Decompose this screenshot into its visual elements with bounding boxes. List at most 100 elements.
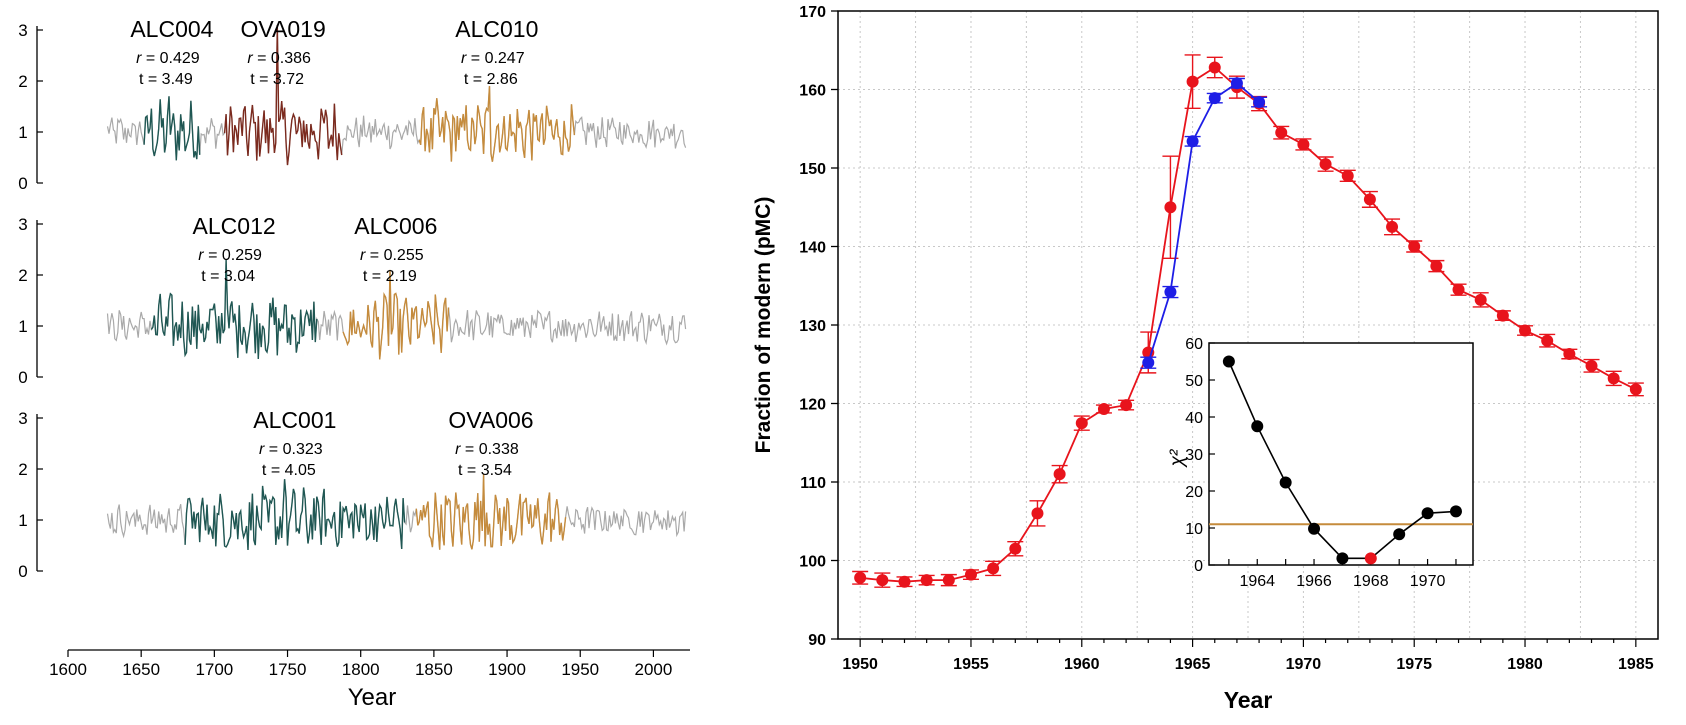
left-x-tick-label: 1800 xyxy=(342,660,380,679)
inset-data-point xyxy=(1308,522,1321,535)
inset-x-tick-label: 1970 xyxy=(1410,573,1446,590)
r-value-label: r = 0.247 xyxy=(461,50,525,67)
left-row-3: 0 1 2 3 ALC001 r = 0.323 t = 4.05 OVA006 r = 0.3… xyxy=(18,407,687,581)
data-point xyxy=(987,562,1000,575)
data-point xyxy=(1585,359,1598,372)
left-y-tick-label: 0 xyxy=(18,174,27,193)
inset-data-point xyxy=(1279,476,1292,489)
series-name-label: OVA006 xyxy=(448,407,533,433)
left-y-tick-label: 0 xyxy=(18,368,27,387)
right-y-tick-label: 90 xyxy=(808,632,826,649)
data-point xyxy=(1408,240,1421,253)
left-x-tick-label: 1600 xyxy=(49,660,87,679)
right-y-tick-label: 140 xyxy=(799,240,826,257)
right-y-axis-label: Fraction of modern (pMC) xyxy=(752,197,775,454)
inset-y-tick-label: 10 xyxy=(1185,521,1203,538)
inset-y-axis-label: χ² xyxy=(1167,449,1188,468)
inset-y-tick-label: 50 xyxy=(1185,373,1203,390)
inset-x-tick-label: 1968 xyxy=(1353,573,1389,590)
right-y-tick-label: 100 xyxy=(799,554,826,571)
series-line-alc006 xyxy=(342,269,450,360)
r-value-label: r = 0.429 xyxy=(136,50,200,67)
left-y-tick-label: 3 xyxy=(18,215,27,234)
inset-frame xyxy=(1208,342,1474,566)
data-point xyxy=(1496,309,1509,322)
series-name-label: ALC012 xyxy=(193,213,276,239)
data-point xyxy=(1363,193,1376,206)
left-x-tick-label: 1950 xyxy=(561,660,599,679)
left-y-tick-label: 2 xyxy=(18,266,27,285)
data-point xyxy=(1075,417,1088,430)
data-point xyxy=(1341,169,1354,182)
data-point xyxy=(898,575,911,588)
series-blue xyxy=(1140,77,1268,369)
data-point xyxy=(1629,383,1642,396)
inset-data-point xyxy=(1222,355,1235,368)
right-x-axis: 1950 1955 1960 1965 1970 1975 1980 1985 xyxy=(842,639,1654,673)
right-x-axis-label: Year xyxy=(1224,687,1273,713)
data-point xyxy=(1519,324,1532,337)
data-point xyxy=(1452,283,1465,296)
data-point xyxy=(854,571,867,584)
series-line-alc001 xyxy=(184,479,406,551)
inset-y-tick-label: 20 xyxy=(1185,484,1203,501)
left-x-tick-label: 1900 xyxy=(488,660,526,679)
left-y-tick-label: 0 xyxy=(18,562,27,581)
series-line-alc004 xyxy=(143,96,201,161)
data-point xyxy=(1474,293,1487,306)
data-point xyxy=(1230,77,1243,90)
right-x-tick-label: 1975 xyxy=(1396,656,1432,673)
right-y-tick-label: 150 xyxy=(799,161,826,178)
data-point xyxy=(1186,135,1199,148)
inset-data-point xyxy=(1393,528,1406,541)
data-point xyxy=(1275,126,1288,139)
right-y-tick-label: 170 xyxy=(799,4,826,21)
left-row-1: 0 1 2 3 ALC004 r = 0.429 t = 3.49 OVA019 r = 0.3… xyxy=(18,16,687,193)
right-x-tick-label: 1980 xyxy=(1507,656,1543,673)
inset-data-point xyxy=(1336,552,1349,565)
data-point xyxy=(1386,220,1399,233)
data-point xyxy=(1031,507,1044,520)
data-point xyxy=(1297,138,1310,151)
inset-data-point xyxy=(1251,420,1264,433)
series-line-ova019 xyxy=(223,24,343,166)
inset-y-tick-label: 40 xyxy=(1185,410,1203,427)
t-value-label: t = 3.49 xyxy=(139,71,193,88)
inset-y-tick-label: 30 xyxy=(1185,447,1203,464)
data-point xyxy=(1009,542,1022,555)
data-point xyxy=(1563,348,1576,361)
data-point xyxy=(1319,158,1332,171)
series-line-alc010 xyxy=(418,86,576,162)
right-y-tick-label: 120 xyxy=(799,397,826,414)
series-name-label: ALC006 xyxy=(354,213,437,239)
data-point xyxy=(1164,201,1177,214)
r-value-label: r = 0.386 xyxy=(247,50,311,67)
inset-y-tick-label: 60 xyxy=(1185,336,1203,353)
series-line-ova006 xyxy=(415,474,567,550)
left-x-axis: 1600 1650 1700 1750 1800 1850 1900 1950 2000 Yea… xyxy=(49,649,690,711)
data-point xyxy=(1208,92,1221,105)
data-point xyxy=(1208,61,1221,74)
series-name-label: ALC004 xyxy=(130,16,213,42)
background-series-line xyxy=(106,24,687,166)
left-x-tick-label: 1700 xyxy=(195,660,233,679)
r-value-label: r = 0.338 xyxy=(455,441,519,458)
left-x-tick-label: 1650 xyxy=(122,660,160,679)
r-value-label: r = 0.323 xyxy=(259,441,323,458)
data-point xyxy=(1097,402,1110,415)
data-point xyxy=(1053,468,1066,481)
inset-x-tick-label: 1964 xyxy=(1239,573,1275,590)
inset-chart: 0 10 20 30 40 50 60 1964 1966 1968 1970 χ² xyxy=(1167,336,1474,590)
r-value-label: r = 0.255 xyxy=(360,247,424,264)
left-row-2: 0 1 2 3 ALC012 r = 0.259 t = 3.04 ALC006 r = 0.2… xyxy=(18,213,687,387)
right-x-tick-label: 1955 xyxy=(953,656,989,673)
data-point xyxy=(1120,399,1133,412)
inset-data-point xyxy=(1449,505,1462,518)
left-y-tick-label: 3 xyxy=(18,21,27,40)
t-value-label: t = 3.72 xyxy=(250,71,304,88)
t-value-label: t = 3.04 xyxy=(201,268,255,285)
series-name-label: ALC010 xyxy=(455,16,538,42)
